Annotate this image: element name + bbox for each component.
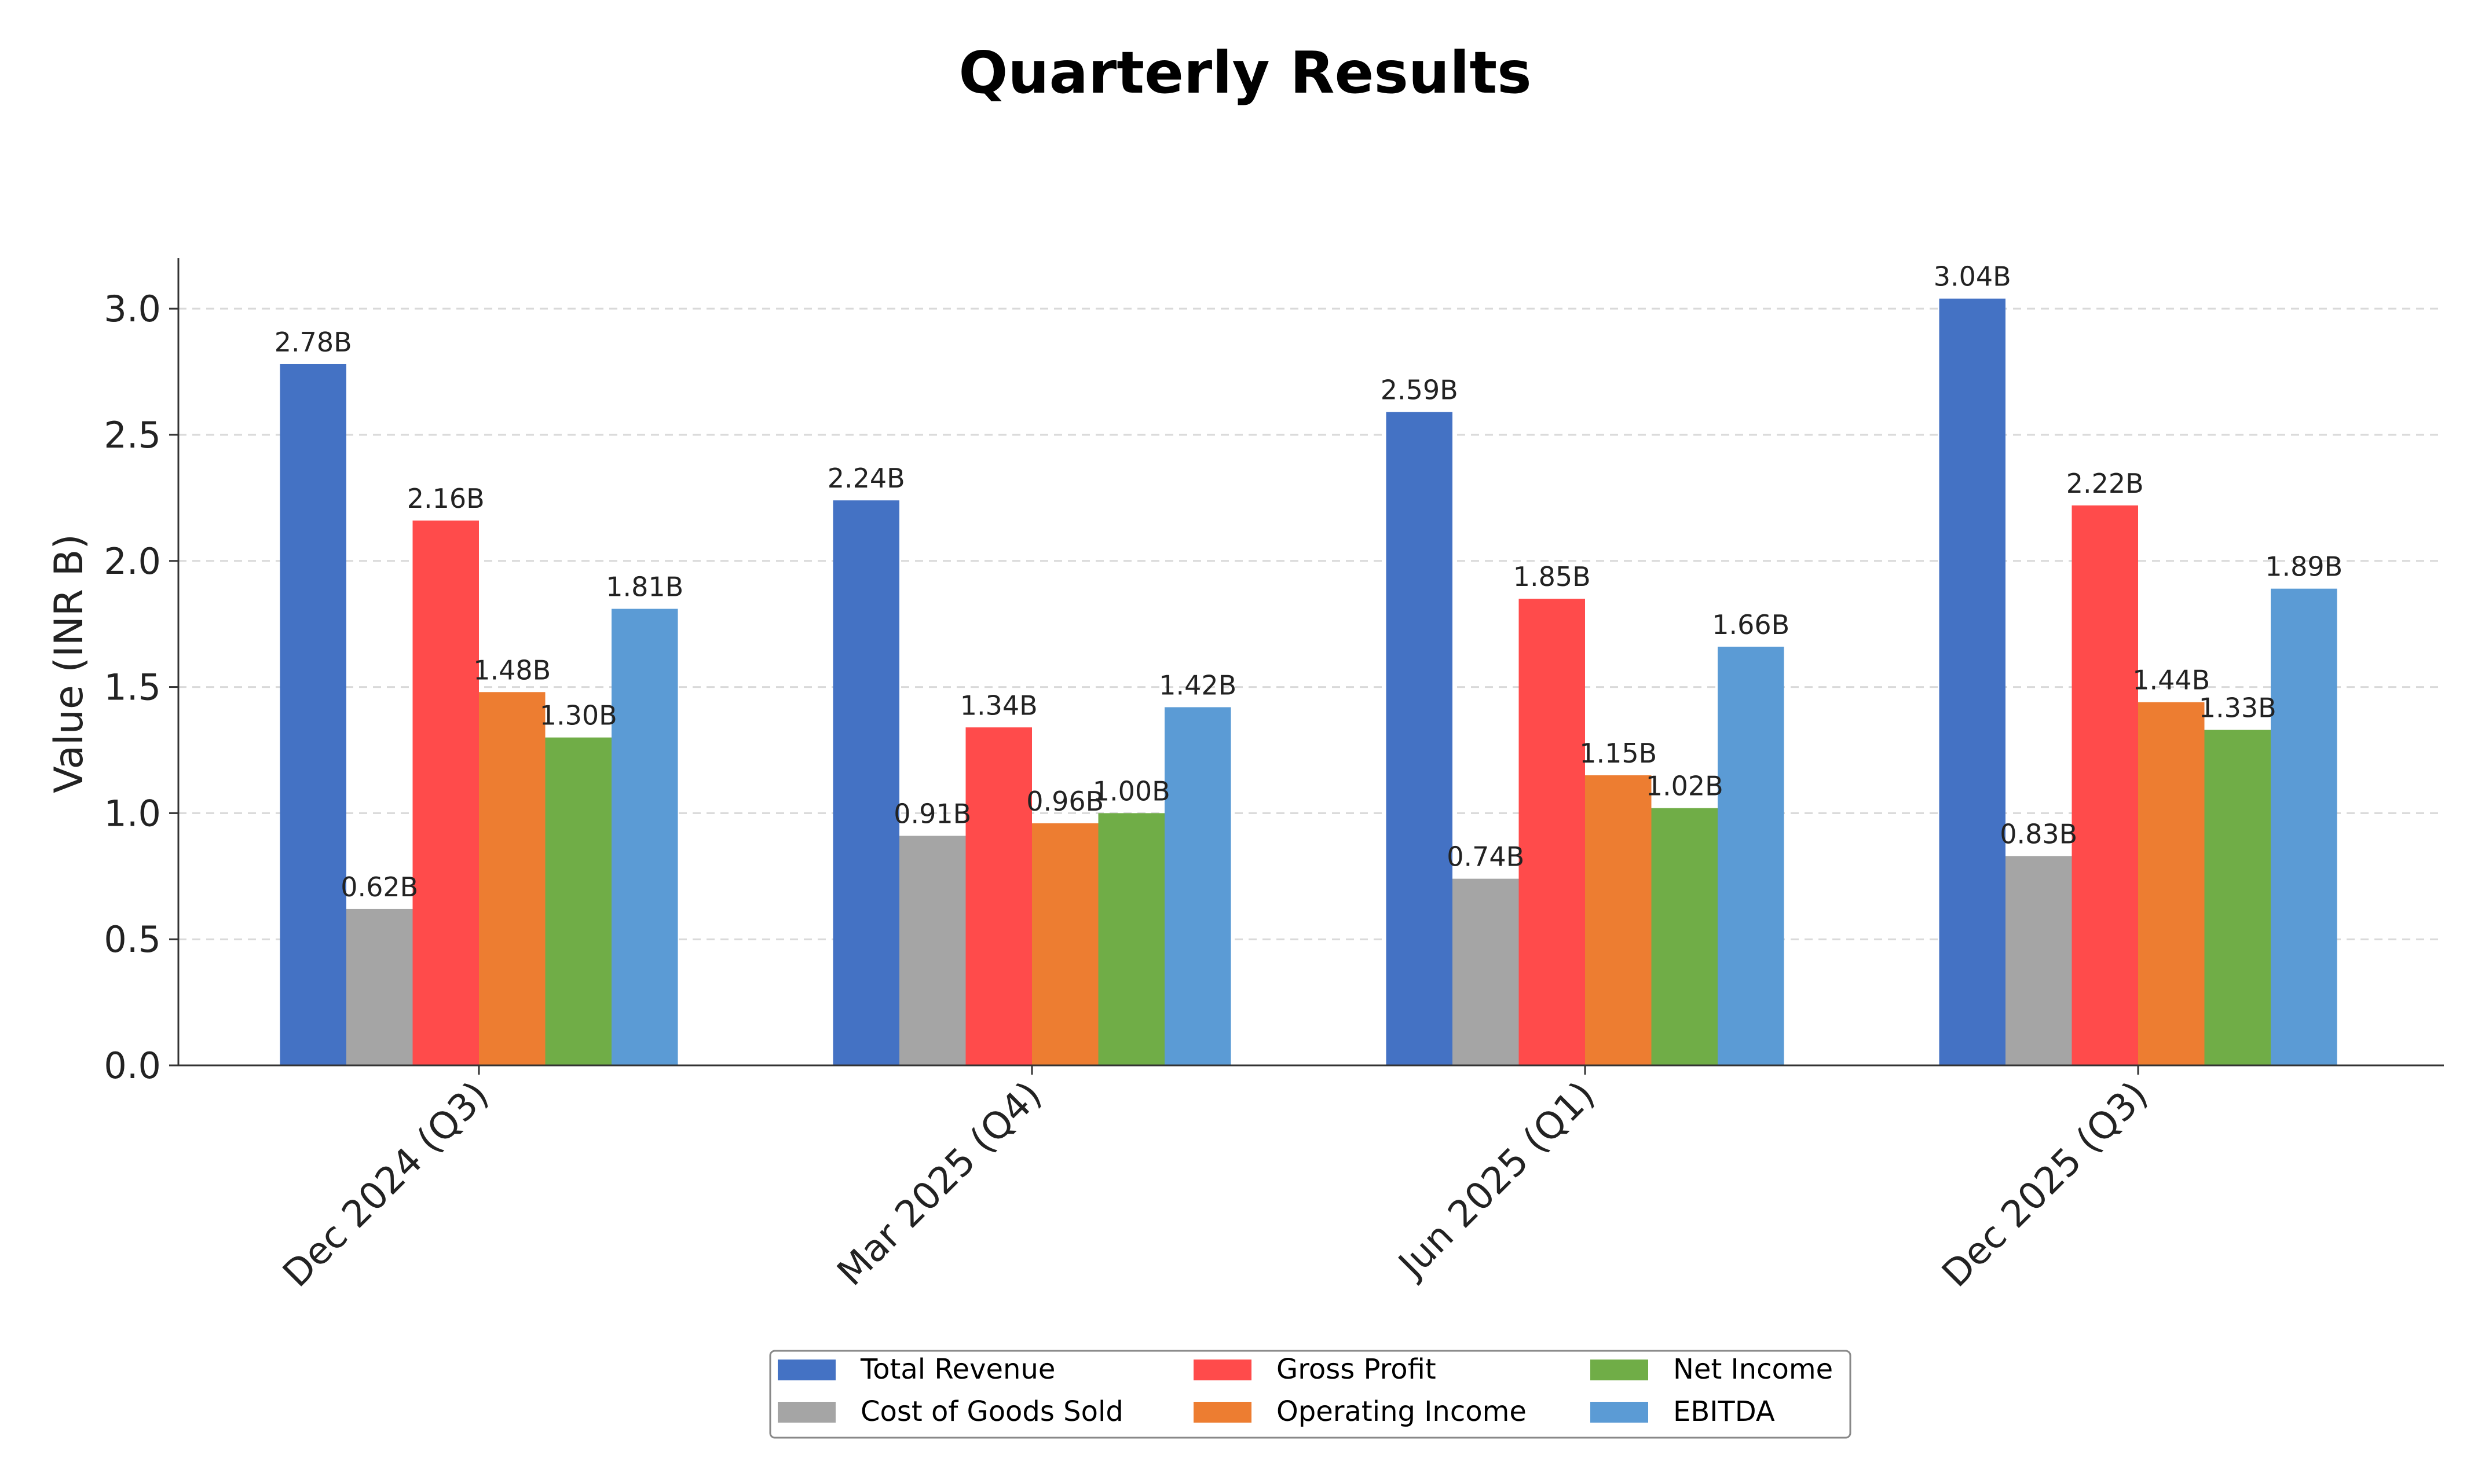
bar-gross-profit — [2072, 505, 2138, 1065]
bar-ebitda — [1718, 646, 1784, 1065]
legend-entry-label: Gross Profit — [1276, 1353, 1436, 1386]
bar-cost-of-goods-sold — [899, 836, 966, 1065]
bar-value-label: 1.42B — [1159, 669, 1236, 701]
bar-value-label: 2.59B — [1381, 375, 1458, 406]
legend-swatch — [1194, 1402, 1251, 1423]
bars — [280, 298, 2337, 1066]
legend-entry-label: Net Income — [1673, 1353, 1833, 1386]
legend-entry-label: Operating Income — [1276, 1395, 1527, 1428]
bar-value-label: 2.78B — [275, 327, 352, 358]
legend-entry-label: EBITDA — [1673, 1395, 1775, 1428]
bar-gross-profit — [1518, 599, 1585, 1065]
x-tick-label: Dec 2025 (Q3) — [1934, 1073, 2157, 1296]
bar-value-label: 0.62B — [341, 871, 418, 903]
legend-swatch — [1590, 1360, 1648, 1380]
legend-swatch — [778, 1402, 836, 1423]
bar-ebitda — [1165, 707, 1231, 1065]
x-tick-label: Dec 2024 (Q3) — [275, 1073, 497, 1296]
bar-value-label: 3.04B — [1934, 261, 2011, 292]
bar-value-label: 1.34B — [960, 690, 1038, 721]
bar-value-label: 0.96B — [1026, 786, 1104, 817]
legend-box — [769, 1350, 1851, 1439]
bar-net-income — [545, 737, 612, 1065]
y-tick-label: 1.5 — [104, 666, 161, 709]
bar-operating-income — [479, 692, 546, 1065]
bar-cost-of-goods-sold — [2005, 856, 2072, 1065]
bar-cost-of-goods-sold — [1452, 878, 1519, 1065]
bar-value-label: 1.44B — [2132, 665, 2210, 696]
bar-total-revenue — [280, 364, 346, 1065]
bar-value-label: 1.15B — [1579, 738, 1657, 769]
bar-value-label: 1.30B — [540, 700, 617, 731]
bar-operating-income — [2138, 702, 2205, 1065]
bar-net-income — [2204, 730, 2271, 1065]
bar-value-label: 0.83B — [2000, 818, 2077, 849]
legend-swatch — [778, 1360, 836, 1380]
y-tick-label: 2.0 — [104, 540, 161, 582]
bar-value-label: 1.00B — [1093, 775, 1170, 807]
bar-gross-profit — [965, 727, 1032, 1065]
bar-cost-of-goods-sold — [346, 908, 413, 1065]
bar-ebitda — [2271, 588, 2337, 1065]
bar-operating-income — [1585, 775, 1652, 1065]
bar-value-label: 2.24B — [828, 463, 905, 494]
y-tick-label: 0.5 — [104, 918, 161, 961]
chart-title: Quarterly Results — [958, 39, 1531, 107]
x-tick-label: Mar 2025 (Q4) — [829, 1073, 1050, 1294]
bar-value-label: 1.89B — [2265, 551, 2343, 582]
bar-net-income — [1098, 813, 1165, 1065]
bar-total-revenue — [833, 500, 899, 1065]
legend-swatch — [1590, 1402, 1648, 1423]
bar-value-label: 1.66B — [1712, 609, 1789, 640]
bar-gross-profit — [412, 521, 479, 1065]
bar-value-label: 1.48B — [473, 654, 551, 686]
bar-value-label: 1.02B — [1646, 771, 1723, 802]
legend-entry-label: Total Revenue — [860, 1353, 1055, 1386]
y-tick-label: 3.0 — [104, 288, 161, 330]
bar-value-label: 1.85B — [1513, 561, 1591, 592]
legend: Total Revenue Cost of Goods Sold Gross Pro… — [769, 1350, 1851, 1439]
y-tick-label: 1.0 — [104, 792, 161, 834]
bar-value-label: 2.16B — [407, 483, 485, 514]
legend-entry-label: Cost of Goods Sold — [861, 1395, 1123, 1428]
bar-operating-income — [1032, 823, 1099, 1065]
bar-value-label: 2.22B — [2066, 468, 2144, 499]
bar-value-label: 1.81B — [606, 571, 683, 603]
bar-total-revenue — [1386, 412, 1452, 1066]
legend-swatch — [1194, 1360, 1251, 1380]
bar-value-label: 0.74B — [1447, 841, 1524, 873]
y-tick-label: 2.5 — [104, 414, 161, 456]
x-tick-label: Jun 2025 (Q1) — [1389, 1073, 1604, 1288]
bar-value-label: 1.33B — [2199, 692, 2277, 724]
bar-net-income — [1651, 808, 1718, 1065]
bar-ebitda — [612, 609, 678, 1065]
y-axis-label: Value (INR B) — [46, 534, 92, 793]
bar-value-label: 0.91B — [894, 798, 971, 830]
bar-total-revenue — [1939, 298, 2005, 1066]
data-labels: 2.78B 0.62B 2.16B 1.48B 1.30B 1.81B 2.24B 0.91B… — [275, 261, 2343, 903]
y-tick-label: 0.0 — [104, 1045, 161, 1087]
